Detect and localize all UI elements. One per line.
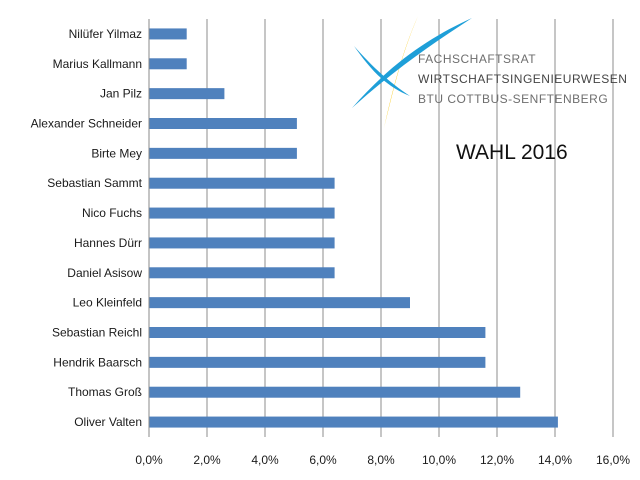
bar (149, 297, 410, 309)
bar (149, 327, 486, 338)
bar (149, 118, 297, 129)
bars (149, 28, 558, 428)
bar (149, 356, 486, 368)
x-tick-label: 14,0% (538, 453, 572, 467)
category-label: Alexander Schneider (31, 117, 142, 131)
x-tick-label: 4,0% (251, 453, 279, 467)
bar (149, 416, 558, 428)
bar (149, 177, 335, 189)
category-label: Nico Fuchs (82, 206, 142, 220)
bar (149, 58, 187, 70)
category-label: Birte Mey (91, 146, 142, 160)
x-tick-labels: 0,0% 2,0% 4,0% 6,0% 8,0% 10,0% 12,0% 14,0% 16,0% (135, 453, 630, 467)
category-label: Hendrik Baarsch (53, 355, 142, 369)
bar (149, 237, 335, 249)
category-label: Jan Pilz (100, 87, 142, 101)
category-label: Nilüfer Yilmaz (69, 27, 142, 41)
x-tick-label: 12,0% (480, 453, 514, 467)
logo-line-2: WIRTSCHAFTSINGENIEURWESEN (418, 72, 627, 86)
category-label: Oliver Valten (74, 415, 142, 429)
category-label: Sebastian Reichl (52, 326, 142, 340)
x-tick-label: 16,0% (596, 453, 630, 467)
x-tick-label: 8,0% (367, 453, 395, 467)
category-label: Thomas Groß (68, 385, 142, 399)
category-label: Hannes Dürr (74, 236, 142, 250)
category-labels: Nilüfer Yilmaz Marius Kallmann Jan Pilz Ale… (31, 27, 143, 429)
logo-line-1: FACHSCHAFTSRAT (418, 52, 536, 66)
x-tick-label: 10,0% (422, 453, 456, 467)
bar (149, 147, 297, 159)
bar (149, 88, 225, 100)
x-tick-label: 2,0% (193, 453, 221, 467)
bar (149, 386, 521, 398)
logo-line-3: BTU COTTBUS-SENFTENBERG (418, 92, 608, 106)
chart-annotation: WAHL 2016 (456, 141, 568, 164)
bar (149, 207, 335, 219)
x-tick-label: 6,0% (309, 453, 337, 467)
category-label: Daniel Asisow (67, 266, 142, 280)
bar (149, 267, 335, 279)
logo-blue-stroke (354, 46, 410, 96)
category-label: Sebastian Sammt (47, 176, 142, 190)
category-label: Marius Kallmann (53, 57, 142, 71)
category-label: Leo Kleinfeld (73, 296, 142, 310)
bar (149, 28, 187, 40)
fachschaftsrat-logo: FACHSCHAFTSRAT WIRTSCHAFTSINGENIEURWESEN… (352, 16, 627, 128)
x-tick-label: 0,0% (135, 453, 163, 467)
